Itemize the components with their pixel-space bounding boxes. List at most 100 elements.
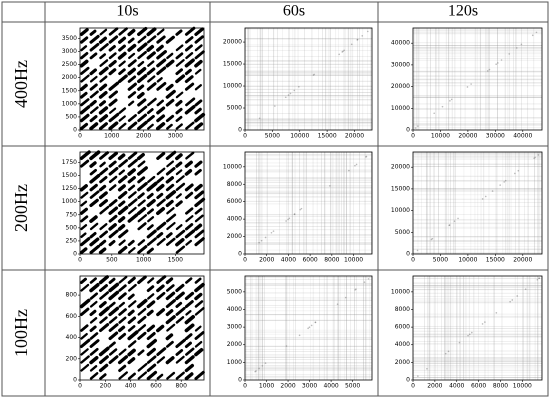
texture-dot — [517, 169, 520, 172]
texture-stroke — [80, 52, 89, 60]
texture-stroke — [166, 160, 175, 168]
texture-stroke — [137, 371, 148, 380]
texture-stroke — [89, 365, 98, 372]
texture-stroke — [98, 100, 107, 107]
texture-stroke — [146, 35, 157, 44]
texture-stroke — [89, 83, 98, 91]
texture-dot — [468, 333, 471, 336]
y-tick-label: 200 — [66, 355, 78, 362]
texture-stroke — [194, 27, 204, 36]
x-tick-label: 8000 — [493, 383, 508, 390]
texture-stroke — [118, 200, 126, 207]
texture-dot — [354, 289, 356, 291]
texture-dot — [367, 278, 370, 280]
texture-stroke — [79, 237, 91, 247]
texture-stroke — [175, 91, 184, 99]
texture-stroke — [118, 68, 126, 76]
texture-stroke — [137, 35, 147, 44]
texture-dot — [447, 350, 450, 353]
y-tick-label: 2500 — [62, 61, 77, 68]
texture-stroke — [175, 74, 186, 84]
texture-stroke — [184, 191, 194, 200]
texture-stroke — [108, 282, 120, 293]
texture-stroke — [80, 324, 89, 332]
texture-dot — [298, 334, 301, 337]
texture-dot — [500, 59, 503, 61]
texture-stroke — [80, 348, 89, 356]
texture-stroke — [89, 215, 98, 223]
texture-stroke — [165, 114, 175, 123]
y-tick-label: 30000 — [391, 61, 410, 68]
texture-stroke — [89, 244, 101, 255]
texture-stroke — [89, 168, 97, 176]
x-tick-label: 1000 — [259, 383, 274, 390]
texture-stroke — [79, 150, 91, 161]
x-tick-label: 0 — [243, 133, 247, 140]
plot-frame — [79, 27, 205, 131]
y-tick-label: 20000 — [391, 83, 410, 90]
texture-stroke — [98, 66, 109, 76]
texture-stroke — [127, 151, 138, 160]
texture-stroke — [118, 332, 127, 340]
texture-stroke — [194, 122, 204, 131]
texture-dot — [508, 53, 511, 55]
texture-stroke — [80, 66, 90, 75]
texture-stroke — [156, 373, 164, 380]
texture-stroke — [137, 42, 148, 52]
texture-stroke — [156, 99, 165, 107]
texture-stroke — [80, 74, 90, 83]
texture-stroke — [127, 213, 139, 223]
texture-stroke — [175, 371, 185, 380]
texture-stroke — [165, 299, 176, 309]
texture-dot — [356, 39, 359, 41]
texture-stroke — [146, 324, 156, 333]
x-tick-label: 4000 — [449, 383, 464, 390]
texture-dot — [495, 63, 497, 66]
texture-stroke — [156, 284, 165, 293]
texture-stroke — [146, 27, 157, 37]
texture-stroke — [137, 74, 148, 84]
texture-stroke — [156, 58, 167, 68]
texture-stroke — [99, 59, 109, 67]
texture-dot — [299, 208, 301, 211]
y-tick-label: 800 — [66, 292, 78, 299]
texture-stroke — [108, 306, 120, 317]
texture-stroke — [108, 98, 118, 107]
row-header: 200Hz — [11, 184, 31, 232]
y-tick-label: 5000 — [227, 288, 242, 295]
texture-dot — [509, 300, 511, 303]
texture-stroke — [194, 190, 205, 200]
texture-stroke — [184, 315, 196, 325]
texture-stroke — [108, 121, 119, 131]
texture-stroke — [108, 90, 118, 99]
texture-stroke — [175, 193, 182, 199]
plot-panel: 0 200 400 600 800 0 200 400 600 800 — [66, 275, 205, 390]
texture-stroke — [147, 175, 156, 184]
texture-stroke — [194, 325, 202, 332]
texture-stroke — [118, 122, 127, 130]
texture-stroke — [137, 105, 148, 115]
texture-stroke — [128, 52, 136, 60]
texture-stroke — [79, 184, 88, 192]
texture-stroke — [146, 355, 157, 364]
texture-stroke — [165, 232, 173, 239]
texture-stroke — [175, 283, 185, 293]
texture-dot — [457, 217, 459, 220]
texture-stroke — [136, 152, 145, 161]
texture-dot — [270, 231, 273, 234]
y-tick-label: 15000 — [223, 61, 242, 68]
row-header: 400Hz — [11, 60, 31, 108]
texture-stroke — [147, 75, 156, 83]
x-tick-label: 500 — [106, 257, 118, 264]
texture-stroke — [117, 216, 126, 223]
texture-stroke — [137, 176, 146, 184]
texture-stroke — [184, 44, 193, 52]
texture-stroke — [128, 206, 137, 215]
texture-stroke — [146, 229, 157, 239]
texture-stroke — [184, 105, 196, 115]
texture-dot — [488, 68, 491, 71]
texture-stroke — [175, 291, 185, 301]
x-tick-label: 20000 — [513, 257, 532, 264]
y-tick-label: 1000 — [227, 359, 242, 366]
texture-stroke — [89, 222, 99, 231]
